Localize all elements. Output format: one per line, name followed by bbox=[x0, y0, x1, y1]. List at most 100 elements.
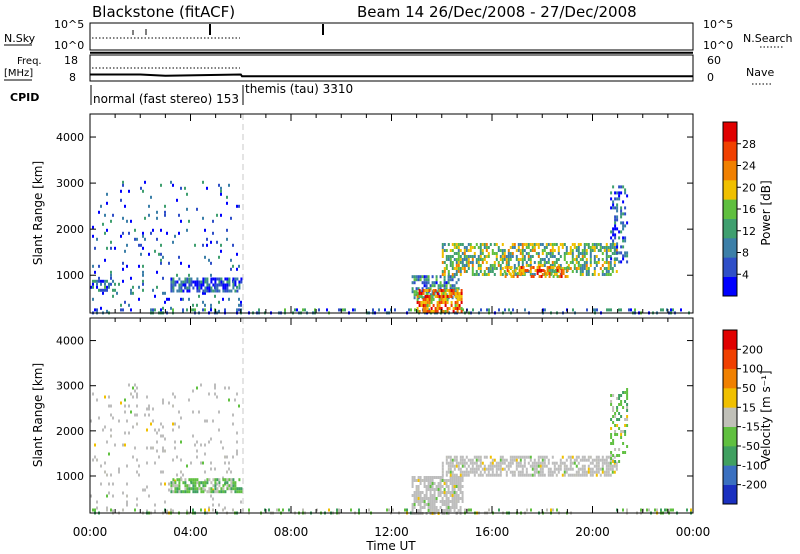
power-cell bbox=[581, 264, 584, 267]
power-cell bbox=[234, 283, 237, 287]
power-cell bbox=[624, 206, 627, 210]
velocity-cell bbox=[449, 464, 452, 468]
velocity-cell bbox=[557, 467, 560, 471]
power-cell bbox=[184, 277, 187, 281]
velocity-colorbar-segment bbox=[723, 368, 737, 389]
power-cell bbox=[529, 273, 532, 276]
power-cell bbox=[441, 249, 444, 252]
power-cell bbox=[660, 308, 662, 312]
power-cell bbox=[443, 273, 446, 276]
power-cell bbox=[487, 252, 490, 255]
velocity-cell bbox=[178, 484, 181, 488]
velocity-cell bbox=[531, 473, 534, 477]
power-cell bbox=[106, 201, 108, 205]
velocity-cell bbox=[150, 422, 152, 426]
power-cell bbox=[515, 255, 518, 258]
power-cell bbox=[433, 281, 436, 285]
velocity-cell bbox=[459, 470, 462, 474]
velocity-cell bbox=[543, 458, 546, 462]
power-cell bbox=[499, 264, 502, 267]
power-cell bbox=[465, 261, 468, 264]
velocity-cell bbox=[419, 494, 422, 497]
velocity-cell bbox=[423, 485, 426, 488]
power-cell bbox=[214, 277, 217, 281]
velocity-cell bbox=[605, 473, 608, 477]
power-cell bbox=[463, 246, 466, 249]
velocity-cell bbox=[443, 488, 446, 491]
power-cell bbox=[422, 304, 425, 307]
velocity-cell bbox=[553, 470, 556, 474]
velocity-cell bbox=[563, 473, 566, 477]
velocity-cell bbox=[226, 470, 228, 474]
power-cell bbox=[579, 270, 582, 273]
power-cell bbox=[445, 249, 448, 252]
velocity-cell bbox=[468, 508, 470, 512]
velocity-cell bbox=[447, 467, 450, 471]
nave-tick-bottom: 0 bbox=[707, 71, 714, 84]
power-cell bbox=[469, 249, 472, 252]
power-cell bbox=[536, 266, 539, 269]
power-cell bbox=[553, 243, 556, 246]
power-cell bbox=[451, 261, 454, 264]
power-cell bbox=[545, 255, 548, 258]
velocity-cell bbox=[686, 508, 688, 512]
velocity-cell bbox=[503, 458, 506, 462]
velocity-cell bbox=[172, 404, 174, 408]
velocity-cell bbox=[555, 461, 558, 465]
velocity-cell bbox=[120, 401, 122, 405]
velocity-cell bbox=[469, 458, 472, 462]
velocity-cell bbox=[549, 470, 552, 474]
power-cell bbox=[438, 289, 441, 292]
power-cell bbox=[172, 277, 175, 281]
velocity-cell bbox=[459, 455, 462, 459]
power-cell bbox=[423, 278, 426, 282]
velocity-cell bbox=[94, 455, 96, 459]
power-cell bbox=[430, 295, 433, 298]
velocity-cell bbox=[423, 494, 426, 497]
velocity-cell bbox=[587, 464, 590, 468]
power-cell bbox=[550, 266, 553, 269]
velocity-cell bbox=[545, 455, 548, 459]
velocity-cell bbox=[136, 497, 138, 501]
power-cell bbox=[445, 255, 448, 258]
power-cell bbox=[489, 264, 492, 267]
velocity-cell bbox=[421, 479, 424, 482]
velocity-cell bbox=[475, 455, 478, 459]
power-cell bbox=[455, 267, 458, 270]
power-cell bbox=[587, 267, 590, 270]
velocity-cell bbox=[200, 443, 202, 447]
power-cell bbox=[551, 261, 554, 264]
velocity-cell bbox=[182, 490, 185, 494]
power-cell bbox=[511, 246, 514, 249]
velocity-cell bbox=[152, 419, 154, 423]
power-cell bbox=[453, 243, 456, 246]
velocity-cell bbox=[614, 460, 617, 463]
velocity-cell bbox=[481, 461, 484, 465]
power-cell bbox=[593, 258, 596, 261]
velocity-cell bbox=[200, 383, 202, 387]
velocity-cell bbox=[459, 506, 462, 509]
power-cell bbox=[104, 288, 106, 292]
power-cell bbox=[110, 240, 112, 244]
power-cell bbox=[451, 284, 454, 288]
power-cell bbox=[449, 249, 452, 252]
velocity-cell bbox=[620, 436, 623, 439]
power-cell bbox=[210, 306, 212, 310]
power-cell bbox=[501, 252, 504, 255]
power-cell bbox=[577, 249, 580, 252]
velocity-cell bbox=[240, 490, 243, 494]
velocity-cell bbox=[535, 461, 538, 465]
power-cell bbox=[545, 252, 548, 255]
velocity-cell bbox=[477, 458, 480, 462]
power-cell bbox=[607, 246, 610, 249]
power-cell bbox=[92, 297, 94, 301]
power-cell bbox=[196, 283, 199, 287]
velocity-cell bbox=[483, 470, 486, 474]
power-cell bbox=[238, 264, 240, 268]
power-cell bbox=[525, 243, 528, 246]
power-cell bbox=[436, 295, 439, 298]
velocity-cell bbox=[288, 508, 290, 512]
power-cell bbox=[579, 273, 582, 276]
power-cell bbox=[98, 264, 100, 268]
velocity-cell bbox=[447, 479, 450, 482]
